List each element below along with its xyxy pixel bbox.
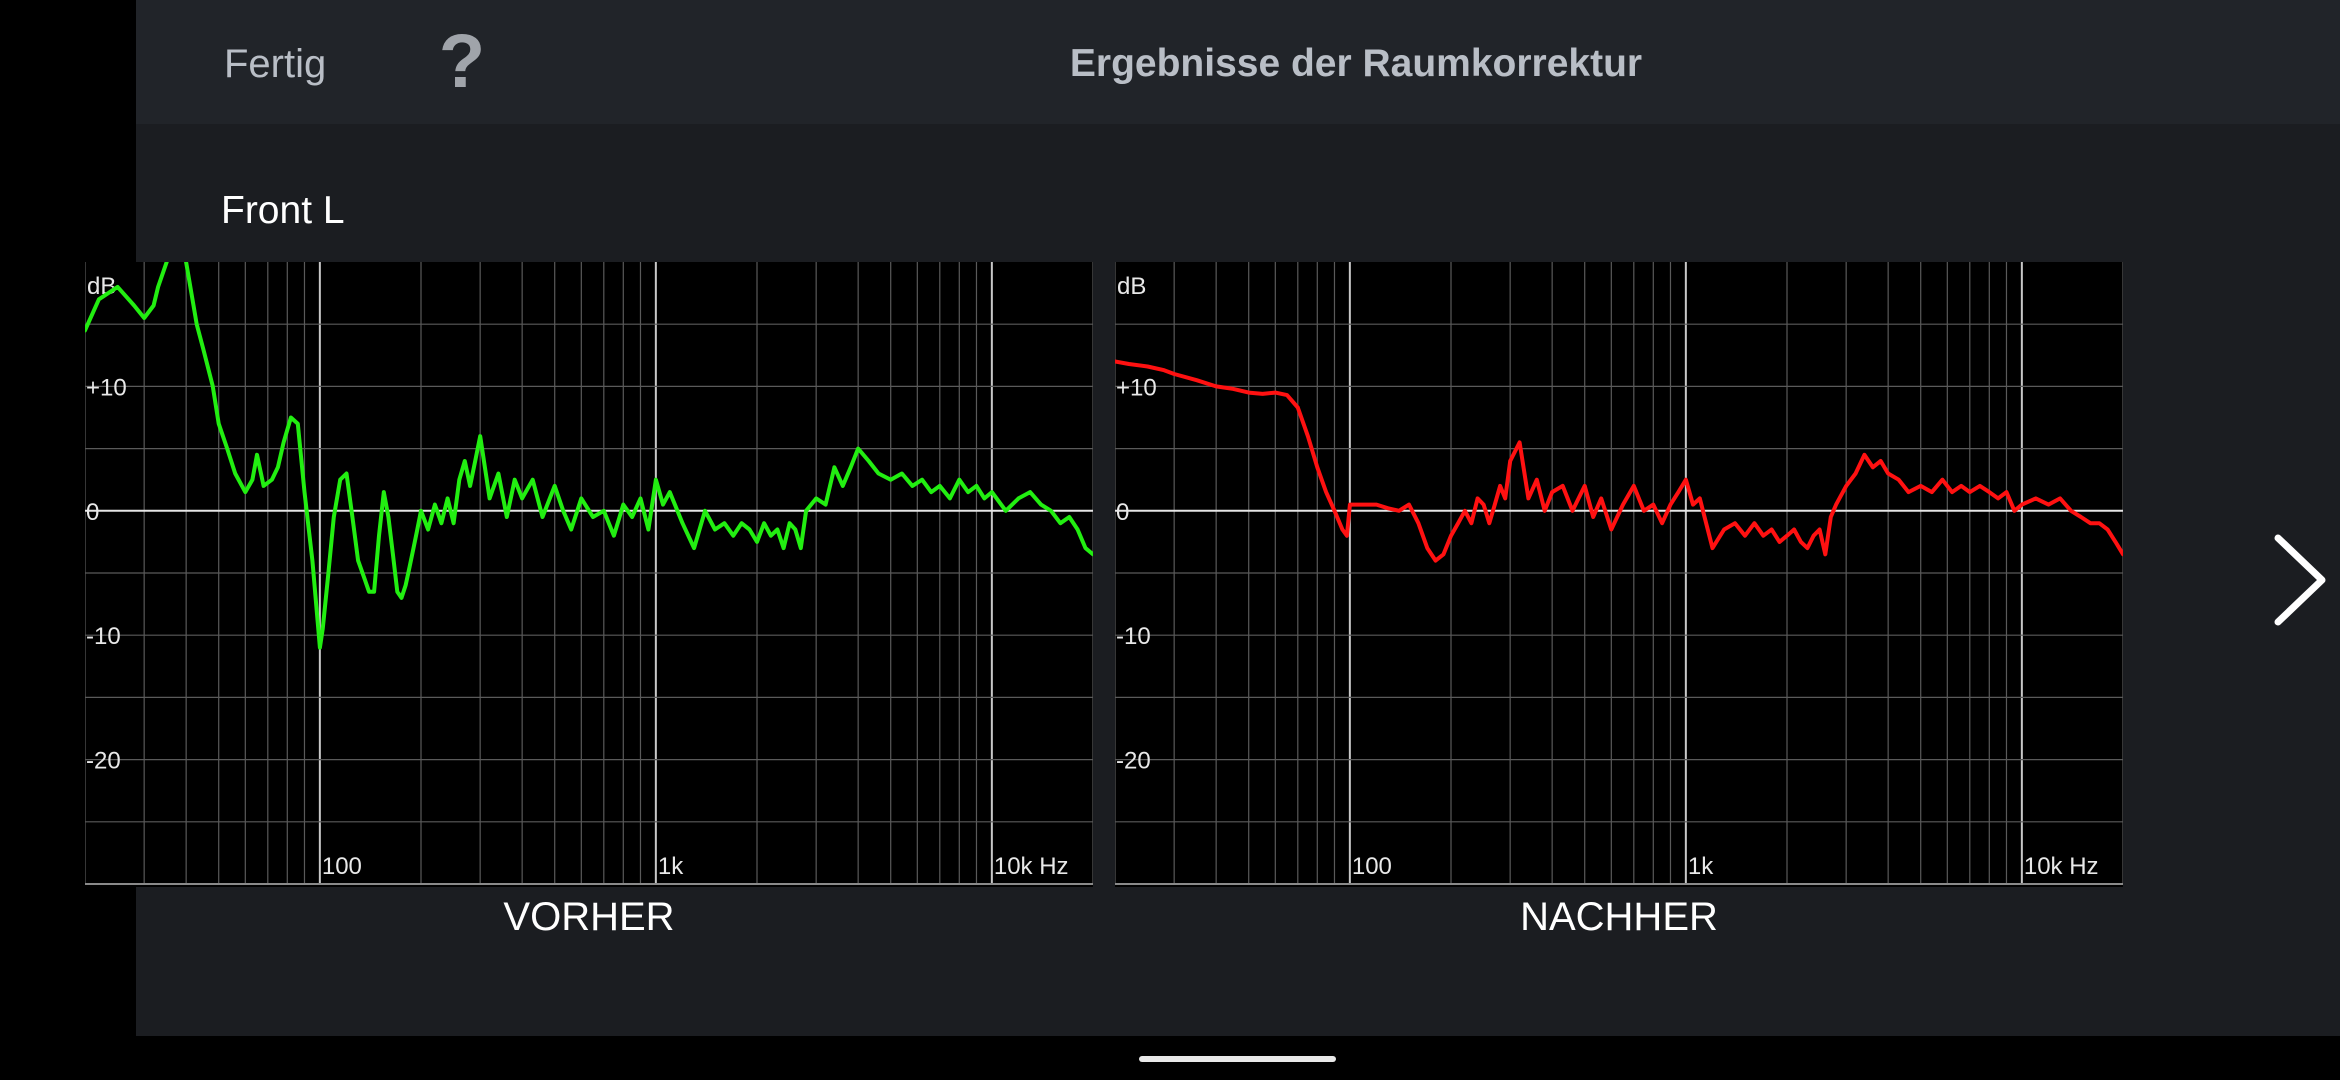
channel-label: Front L	[221, 189, 345, 232]
x-tick-label: 1k	[658, 853, 684, 880]
x-tick-label: 10k Hz	[994, 853, 1069, 880]
y-tick-label: -20	[86, 748, 121, 775]
home-indicator[interactable]	[1139, 1056, 1336, 1062]
y-tick-label: 0	[1116, 499, 1129, 526]
header-bar: Fertig ? Ergebnisse der Raumkorrektur	[136, 0, 2340, 124]
response-curve-line	[1115, 359, 2123, 563]
x-tick-label: 10k Hz	[2024, 853, 2099, 880]
help-icon[interactable]: ?	[438, 19, 486, 104]
page-title: Ergebnisse der Raumkorrektur	[1069, 42, 1643, 85]
y-tick-label: -10	[86, 623, 121, 650]
chart-after: dB +10 0 -10 -20 100 1k 10k Hz	[1115, 262, 2123, 887]
x-tick-label: 100	[1352, 853, 1392, 880]
response-curve-line	[85, 262, 1093, 650]
chart-after-caption: NACHHER	[1520, 895, 1718, 939]
chart-before-caption: VORHER	[503, 895, 675, 939]
chart-before: dB +10 0 -10 -20 100 1k 10k Hz	[85, 262, 1093, 887]
y-axis-label: dB	[1117, 273, 1146, 300]
chevron-right-icon[interactable]	[2270, 530, 2330, 630]
y-tick-label: +10	[1116, 374, 1157, 401]
chart-after-plot: dB +10 0 -10 -20 100 1k 10k Hz	[1115, 262, 2123, 885]
done-button[interactable]: Fertig	[224, 42, 327, 86]
x-tick-label: 100	[322, 853, 362, 880]
x-tick-label: 1k	[1688, 853, 1714, 880]
y-tick-label: -10	[1116, 623, 1151, 650]
y-tick-label: 0	[86, 499, 99, 526]
y-tick-label: +10	[86, 374, 127, 401]
y-tick-label: -20	[1116, 748, 1151, 775]
